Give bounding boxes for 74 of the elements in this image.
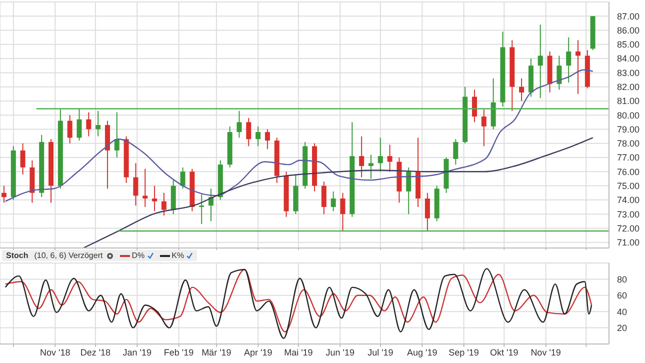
candlestick (67, 114, 72, 144)
candlestick (142, 168, 148, 208)
y-tick-label: 80.00 (617, 110, 640, 120)
legend-label: D% (130, 251, 146, 260)
candlestick (556, 55, 562, 90)
line-series (4, 69, 594, 202)
y-tick-label: 82.00 (617, 82, 640, 92)
candlestick (246, 117, 252, 147)
candlestick (576, 40, 581, 94)
candlestick (387, 144, 392, 172)
candlestick (330, 190, 336, 212)
x-tick-label: Dez '18 (80, 347, 111, 358)
y-tick-label: 85.00 (617, 40, 640, 50)
y-tick-label: 84.00 (617, 54, 640, 64)
y-tick-label: 71.00 (617, 238, 640, 248)
y-tick-label: 79.00 (617, 124, 640, 134)
x-tick-label: Feb '19 (164, 347, 194, 358)
candlestick (538, 24, 543, 99)
x-tick-label: Nov '18 (40, 347, 70, 358)
y-tick-label: 77.00 (617, 152, 640, 163)
candlestick (256, 126, 261, 147)
x-tick-label: Nov '19 (530, 347, 561, 358)
x-tick-label: Mär '19 (202, 347, 232, 358)
y-tick-label: 76.00 (617, 166, 640, 177)
candlestick (96, 110, 101, 137)
y-tick-label: 40 (617, 306, 628, 317)
candlestick (264, 128, 270, 150)
x-tick-label: Apr '19 (244, 347, 272, 358)
candlestick (481, 108, 486, 147)
candlestick (406, 166, 412, 215)
candlestick (321, 181, 326, 215)
candlestick (20, 142, 26, 175)
y-tick-label: 72.00 (617, 223, 640, 234)
y-tick-label: 20 (617, 322, 628, 333)
candlestick (86, 112, 92, 137)
candlestick (424, 192, 430, 232)
candlestick (472, 89, 477, 123)
candlestick (161, 192, 166, 216)
y-tick-label: 73.00 (617, 209, 640, 220)
candlestick (368, 154, 374, 180)
y-tick-label: 75.00 (617, 180, 640, 191)
x-tick-label: Jan '19 (122, 347, 152, 358)
x-tick-label: Sep '19 (448, 347, 479, 358)
x-tick-label: Jul '19 (368, 347, 394, 358)
y-tick-label: 74.00 (617, 195, 640, 206)
y-tick-label: 87.00 (617, 11, 640, 22)
x-tick-label: Jun '19 (326, 347, 354, 358)
candlestick (340, 192, 346, 232)
x-tick-label: Mai '19 (284, 347, 313, 358)
chart-subtitle: (10, 6, 6) Verzögert (34, 251, 104, 260)
candlestick (1, 185, 6, 204)
y-tick-label: 78.00 (617, 138, 640, 149)
line-series (82, 137, 594, 248)
candlestick (519, 78, 524, 102)
chart-title: Stoch (6, 251, 28, 260)
y-tick-label: 86.00 (617, 25, 640, 36)
y-tick-label: 80 (617, 274, 628, 284)
legend-label: K% (170, 251, 186, 260)
y-tick-label: 83.00 (617, 68, 640, 78)
candlestick (359, 136, 364, 178)
x-tick-label: Aug '19 (407, 347, 438, 358)
candlestick (453, 138, 458, 166)
candlestick (114, 112, 120, 158)
y-tick-label: 60 (617, 290, 628, 301)
candlestick (133, 162, 138, 206)
y-tick-label: 81.00 (617, 96, 640, 106)
candlestick (76, 108, 82, 142)
candlestick (236, 110, 242, 138)
candlestick (566, 36, 572, 84)
candlestick (152, 185, 158, 212)
x-tick-label: Okt '19 (490, 347, 518, 358)
candlestick (199, 194, 204, 224)
candlestick (180, 166, 186, 190)
candlestick (378, 137, 383, 172)
